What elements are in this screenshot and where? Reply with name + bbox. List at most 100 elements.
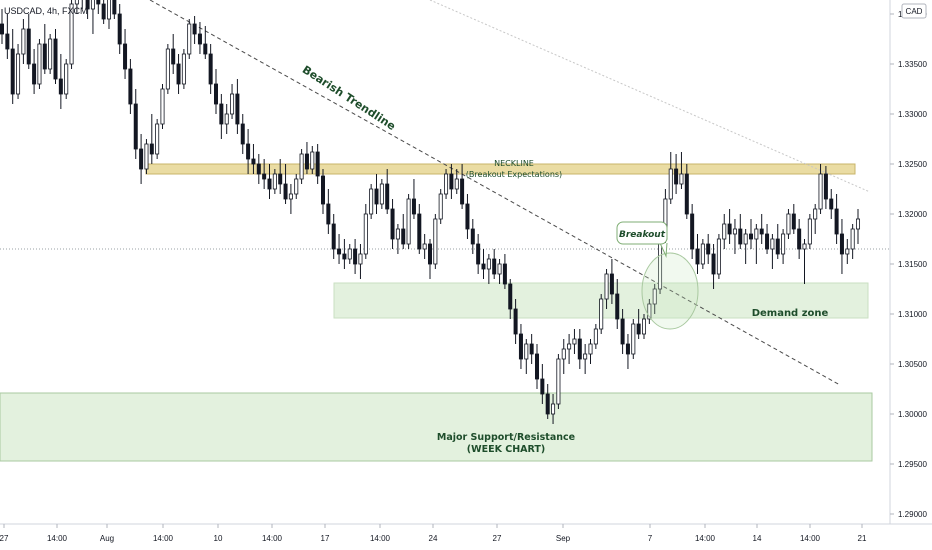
candle-body (310, 151, 315, 170)
candle-body (160, 88, 165, 125)
candle (567, 334, 572, 364)
candle-body (58, 78, 63, 95)
price-tick-label: 1.30000 (898, 410, 927, 419)
candle-body (476, 243, 481, 265)
candle (90, 0, 95, 34)
currency-badge[interactable] (901, 3, 927, 19)
candle (679, 152, 684, 189)
candle-body (320, 175, 326, 205)
candle-body (486, 258, 491, 270)
candle-body (855, 218, 861, 230)
candle-body (727, 223, 732, 235)
candle (181, 49, 186, 89)
time-tick-label: 14:00 (262, 534, 283, 543)
candle-body (299, 153, 304, 180)
candle-body (256, 163, 261, 175)
symbol-label[interactable]: USDCAD, 4h, FXCM (4, 6, 88, 16)
candle (759, 214, 764, 244)
breakout-label: Breakout (619, 230, 666, 240)
candle (449, 164, 454, 199)
candle (476, 234, 481, 274)
candle-body (37, 43, 42, 85)
candle-body (74, 0, 79, 5)
candle-body (636, 323, 641, 335)
bearish-trendline[interactable] (149, 0, 841, 386)
candle-body (588, 343, 593, 355)
candle-body (139, 148, 144, 170)
candle (497, 259, 502, 284)
candle-body (433, 218, 438, 265)
candle-body (385, 183, 390, 210)
time-tick-label: 14:00 (695, 534, 716, 543)
candle-body (738, 228, 743, 245)
candle-body (615, 293, 620, 320)
time-tick-label: 7 (648, 534, 653, 543)
candle (438, 189, 443, 224)
price-tick-label: 1.32000 (898, 210, 927, 219)
candle (722, 214, 727, 249)
candle (609, 259, 614, 304)
candle (224, 104, 229, 134)
candle (267, 164, 272, 199)
candle-body (379, 183, 384, 205)
candle-body (481, 263, 486, 270)
candle (69, 0, 74, 69)
candle (112, 0, 117, 19)
candle (492, 249, 497, 279)
upper-trendline[interactable] (429, 0, 871, 193)
candle (588, 339, 593, 364)
candle-body (845, 248, 850, 255)
candle-body (32, 63, 37, 85)
candle-body (395, 228, 400, 240)
candle (5, 14, 10, 59)
candle (139, 134, 144, 184)
candle-body (90, 0, 95, 10)
candle-body (123, 43, 128, 70)
candle-body (176, 63, 181, 85)
candle-body (834, 208, 839, 235)
candle-body (732, 228, 737, 235)
candle (556, 354, 561, 409)
candle (652, 284, 657, 314)
candle (572, 329, 577, 354)
candle (460, 164, 465, 209)
candle-body (620, 318, 625, 345)
candle (117, 4, 122, 54)
candle-body (128, 68, 133, 105)
candle-body (294, 178, 299, 195)
candle-body (609, 273, 614, 295)
candle (834, 194, 839, 244)
candle-body (240, 123, 245, 145)
time-tick-label: 17 (321, 534, 330, 543)
candle (10, 29, 15, 104)
time-tick-label: 27 (0, 534, 9, 543)
candle (26, 14, 31, 69)
candle (96, 0, 101, 14)
candle-body (508, 283, 513, 310)
candle-body (304, 153, 309, 170)
candle (551, 394, 556, 424)
candle (534, 344, 540, 389)
candle-body (647, 303, 652, 320)
candle-body (85, 0, 90, 10)
candle (529, 334, 534, 364)
candle-body (406, 198, 411, 245)
candle-body (813, 208, 818, 220)
candle-body (347, 248, 352, 260)
candle-body (192, 23, 197, 35)
candle-body (652, 288, 657, 305)
candle (390, 199, 395, 249)
candle-body (695, 248, 700, 265)
candle-body (353, 248, 358, 265)
candle-body (551, 403, 556, 415)
candle (791, 204, 796, 234)
price-tick-label: 1.33500 (898, 60, 927, 69)
candle (668, 152, 673, 204)
candle (256, 154, 261, 184)
candle-body (444, 173, 449, 195)
time-axis[interactable]: 27 14:00 Aug 14:00 10 14:00 17 14:00 24 27 Sep 7 14:… (0, 524, 867, 543)
candle-body (850, 228, 855, 250)
candle-body (839, 233, 844, 255)
candle (363, 204, 368, 259)
